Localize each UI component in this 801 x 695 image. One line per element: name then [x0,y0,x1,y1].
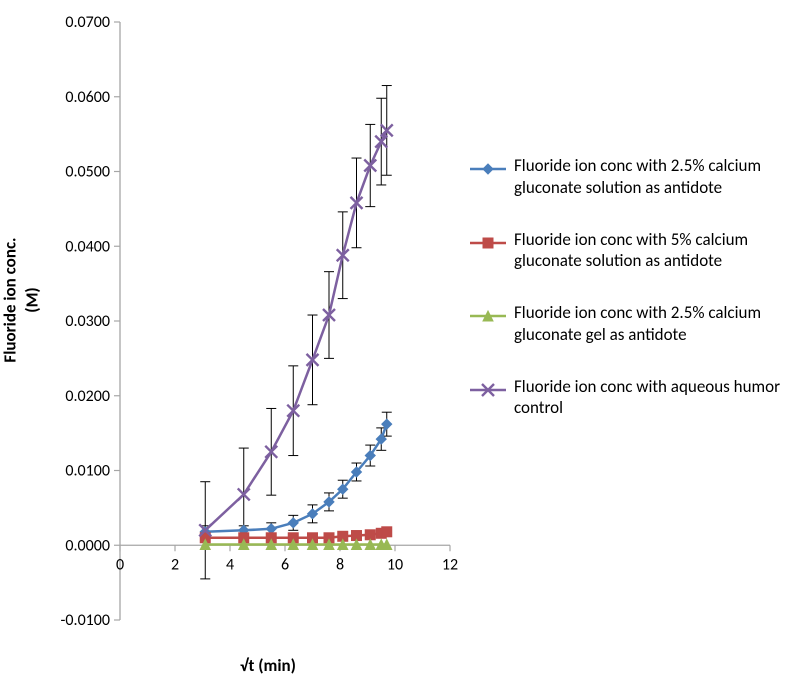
chart-legend: Fluoride ion conc with 2.5% calcium gluc… [470,155,780,449]
legend-label: Fluoride ion conc with 5% calcium glucon… [514,229,780,273]
x-tick-label: 4 [226,555,234,574]
x-tick-label: 0 [116,555,124,574]
legend-swatch [470,159,506,179]
x-tick-label: 10 [387,555,403,574]
data-marker [365,530,375,540]
y-tick-label: 0.0400 [65,237,110,256]
legend-swatch [470,233,506,253]
x-tick-label: 2 [171,555,179,574]
legend-swatch [470,306,506,326]
y-tick-label: 0.0300 [65,312,110,331]
legend-label: Fluoride ion conc with 2.5% calcium gluc… [514,155,780,199]
legend-swatch [470,380,506,400]
legend-item: Fluoride ion conc with 2.5% calcium gluc… [470,302,780,346]
y-tick-label: -0.0100 [61,611,110,630]
legend-item: Fluoride ion conc with 2.5% calcium gluc… [470,155,780,199]
y-tick-label: 0.0600 [65,88,110,107]
x-tick-label: 8 [336,555,344,574]
legend-item: Fluoride ion conc with aqueous humor con… [470,376,780,420]
data-marker [288,518,298,528]
legend-label: Fluoride ion conc with 2.5% calcium gluc… [514,302,780,346]
data-marker [382,527,392,537]
x-tick-label: 12 [442,555,458,574]
y-tick-label: 0.0100 [65,462,110,481]
chart-container: -0.0100 0.0000 0.0100 0.0200 0.0300 0.0400 0.0… [0,0,801,695]
y-axis-title-line2: (M) [22,287,43,312]
x-axis-title: √t (min) [240,655,296,676]
y-tick-label: 0.0700 [65,13,110,32]
y-tick-label: 0.0200 [65,387,110,406]
y-axis-title-line1: Fluoride ion conc. [0,237,21,362]
y-tick-label: 0.0000 [65,536,110,555]
x-tick-label: 6 [281,555,289,574]
legend-item: Fluoride ion conc with 5% calcium glucon… [470,229,780,273]
legend-label: Fluoride ion conc with aqueous humor con… [514,376,780,420]
y-tick-label: 0.0500 [65,163,110,182]
